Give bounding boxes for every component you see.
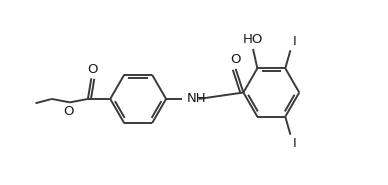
- Text: HO: HO: [243, 33, 263, 46]
- Text: NH: NH: [187, 92, 206, 105]
- Text: O: O: [230, 53, 241, 66]
- Text: I: I: [293, 137, 297, 150]
- Text: I: I: [293, 35, 297, 48]
- Text: O: O: [87, 63, 97, 76]
- Text: O: O: [64, 105, 74, 118]
